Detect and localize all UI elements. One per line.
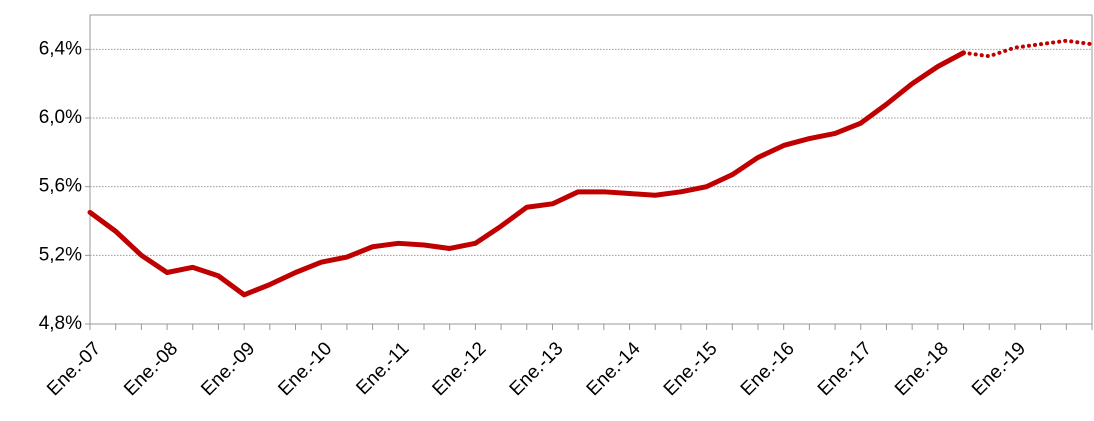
x-tick-label: Ene.-18: [891, 338, 953, 400]
x-tick-label: Ene.-08: [120, 338, 182, 400]
x-tick-label: Ene.-19: [968, 338, 1030, 400]
y-tick-label: 5,2%: [39, 244, 82, 265]
x-tick-label: Ene.-15: [660, 338, 722, 400]
y-tick-label: 5,6%: [39, 176, 82, 197]
x-tick-label: Ene.-11: [352, 338, 413, 399]
y-tick-label: 4,8%: [39, 313, 82, 334]
x-tick-label: Ene.-16: [737, 338, 799, 400]
plot-frame: [89, 14, 1093, 325]
y-tick-label: 6,4%: [39, 38, 82, 59]
x-tick-label: Ene.-12: [429, 338, 491, 400]
x-tick-label: Ene.-09: [197, 338, 259, 400]
y-tick-label: 6,0%: [39, 107, 82, 128]
x-tick-label: Ene.-07: [43, 338, 105, 400]
x-tick-label: Ene.-10: [274, 338, 336, 400]
line-series: [961, 38, 1094, 59]
x-tick-label: Ene.-14: [583, 338, 645, 400]
x-tick-label: Ene.-17: [814, 338, 876, 400]
x-tick-label: Ene.-13: [506, 338, 568, 400]
line-series: [87, 50, 967, 298]
